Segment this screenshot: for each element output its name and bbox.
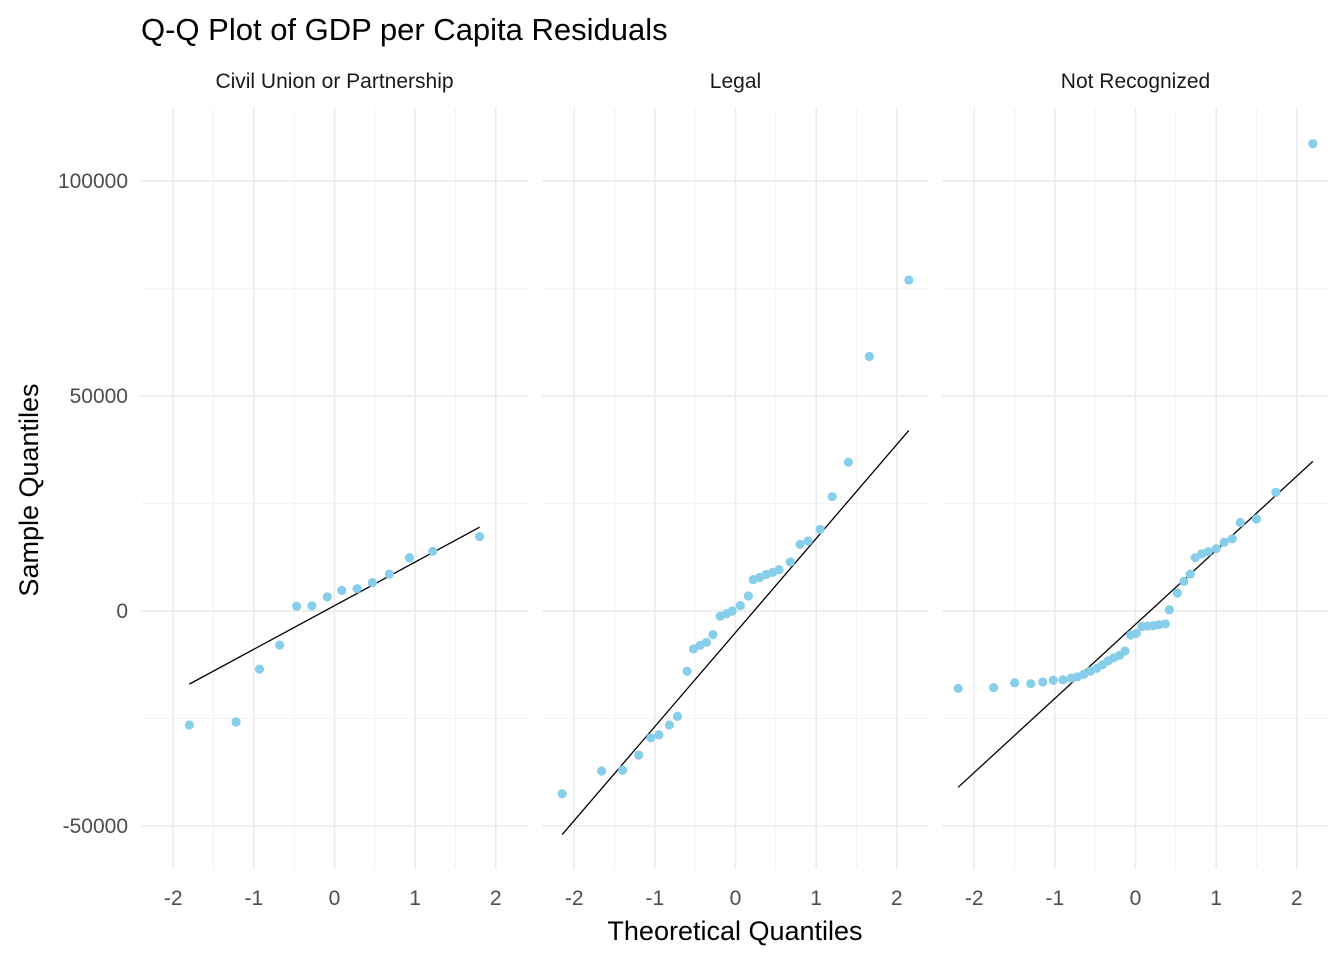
x-tick-label: 2 — [490, 887, 502, 910]
qq-point — [322, 592, 332, 602]
qq-point — [1026, 679, 1036, 689]
x-tick-label: -2 — [965, 887, 984, 910]
qq-point — [646, 733, 656, 743]
qq-point — [664, 720, 674, 730]
qq-point — [1048, 675, 1058, 685]
x-tick-label: 0 — [730, 887, 742, 910]
y-axis-title: Sample Quantiles — [14, 383, 44, 596]
qq-point — [618, 765, 628, 775]
qq-point — [367, 578, 377, 588]
qq-point — [1160, 619, 1170, 629]
x-tick-label: -2 — [565, 887, 584, 910]
x-tick-label: -1 — [245, 887, 264, 910]
qq-point — [597, 766, 607, 776]
qq-point — [475, 532, 485, 542]
x-tick-label: -1 — [1046, 887, 1065, 910]
qq-point — [1172, 588, 1183, 598]
qq-point — [1058, 675, 1068, 685]
qq-point — [727, 606, 737, 616]
qq-point — [743, 591, 754, 601]
qq-point — [1179, 576, 1189, 586]
facet-strip-label: Legal — [710, 70, 761, 93]
x-tick-label: 0 — [329, 887, 341, 910]
qq-point — [1219, 537, 1229, 547]
facet-strip-label: Not Recognized — [1061, 70, 1210, 93]
qq-point — [428, 546, 438, 556]
qq-point — [774, 565, 784, 575]
x-tick-label: 1 — [409, 887, 421, 910]
qq-point — [337, 585, 347, 595]
facet-strip-label: Civil Union or Partnership — [215, 70, 453, 93]
qq-point — [275, 640, 285, 650]
qq-point — [815, 524, 825, 534]
qq-point — [557, 789, 567, 799]
y-tick-label: 0 — [116, 600, 128, 623]
qq-point — [1211, 544, 1221, 554]
qq-point — [708, 630, 718, 640]
chart-title: Q-Q Plot of GDP per Capita Residuals — [141, 12, 668, 47]
facet-panels: Civil Union or Partnership -2 -1 0 1 2 Legal -2… — [141, 70, 1329, 910]
qq-point — [953, 683, 963, 694]
qq-point — [404, 553, 415, 563]
y-tick-label: 50000 — [70, 385, 128, 408]
qq-point — [634, 750, 644, 760]
qq-point — [1120, 646, 1130, 656]
qq-point — [701, 637, 712, 648]
qq-point — [843, 457, 853, 467]
qq-point — [1235, 517, 1245, 528]
x-tick-label: -2 — [164, 887, 183, 910]
qq-point — [384, 569, 394, 579]
x-tick-label: 1 — [1210, 887, 1222, 910]
qq-point — [184, 720, 194, 730]
qq-point — [1038, 677, 1048, 687]
x-tick-label: 0 — [1130, 887, 1142, 910]
y-tick-label: 100000 — [58, 170, 128, 193]
qq-point — [1251, 514, 1262, 524]
qq-point — [231, 717, 241, 727]
x-tick-label: 1 — [810, 887, 822, 910]
qq-point — [1271, 487, 1281, 497]
qq-point — [1131, 628, 1141, 638]
qq-point — [654, 730, 664, 740]
qq-point — [785, 557, 795, 567]
x-axis-title: Theoretical Quantiles — [607, 916, 862, 946]
qq-point — [682, 666, 692, 676]
qq-point — [254, 664, 265, 674]
qq-point — [735, 600, 745, 611]
x-tick-label: -1 — [646, 887, 665, 910]
qq-point — [803, 536, 813, 546]
qq-point — [307, 601, 317, 611]
qq-point — [904, 275, 914, 285]
x-tick-label: 2 — [891, 887, 903, 910]
qq-point — [1308, 139, 1318, 149]
qq-point — [1203, 547, 1213, 557]
y-tick-label: -50000 — [63, 815, 128, 838]
facet-panel: Not Recognized -2 -1 0 1 2 — [942, 70, 1329, 910]
qq-point — [827, 492, 837, 502]
qq-point — [989, 682, 999, 693]
qq-point — [292, 601, 302, 611]
facet-panel: Civil Union or Partnership -2 -1 0 1 2 — [141, 70, 528, 910]
qq-point — [1185, 569, 1195, 579]
facet-panel: Legal -2 -1 0 1 2 — [542, 70, 929, 910]
qq-point — [1227, 534, 1237, 544]
qq-point — [1009, 678, 1020, 688]
qq-point — [795, 539, 805, 549]
qq-point — [672, 711, 683, 721]
qq-point — [1164, 605, 1174, 615]
qq-point — [352, 584, 362, 594]
qq-point — [864, 351, 874, 362]
x-tick-label: 2 — [1291, 887, 1303, 910]
